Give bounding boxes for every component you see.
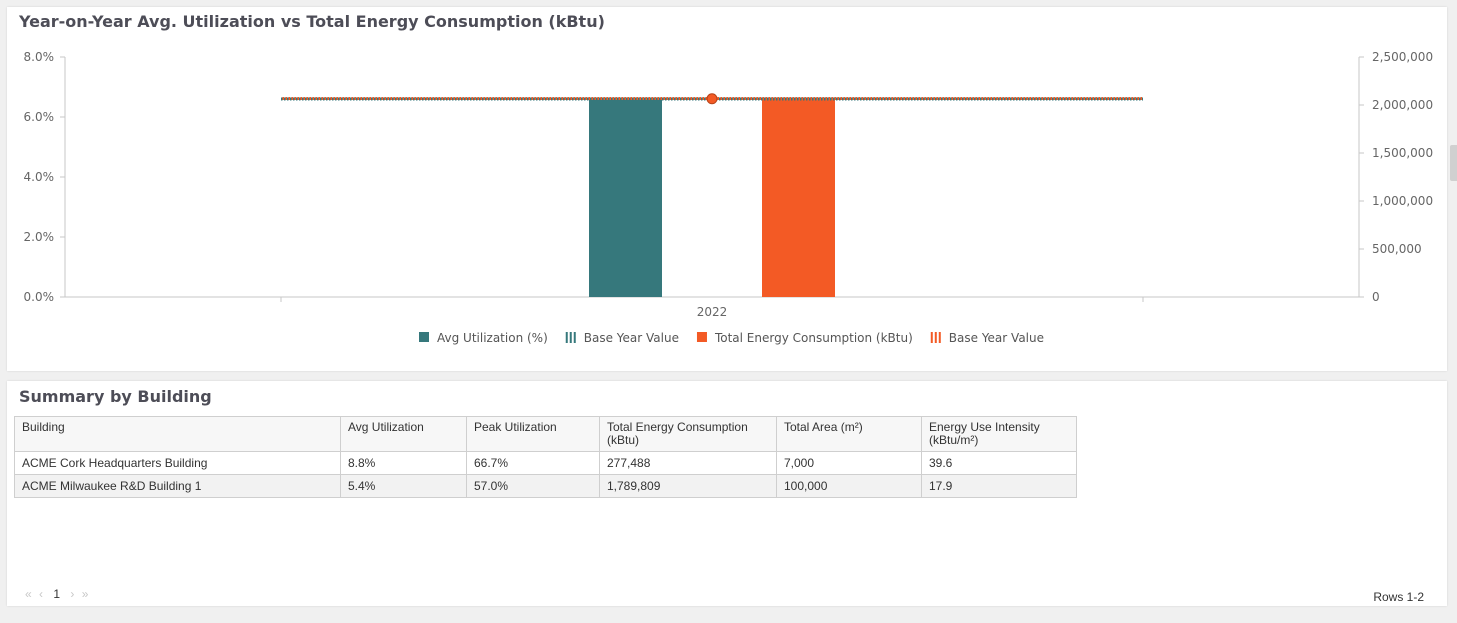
legend-label-0: Avg Utilization (%): [437, 331, 548, 345]
column-header-total-energy[interactable]: Total Energy Consumption (kBtu): [599, 416, 777, 452]
pagination: « ‹ 1 › »: [25, 587, 90, 601]
column-header-energy-use-intensity[interactable]: Energy Use Intensity (kBtu/m²): [921, 416, 1077, 452]
cell-energy-use-intensity: 39.6: [921, 451, 1077, 475]
right-axis-tick-label: 0: [1372, 290, 1380, 304]
legend-label-2: Total Energy Consumption (kBtu): [714, 331, 913, 345]
right-axis-tick-label: 1,000,000: [1372, 194, 1433, 208]
rows-info: Rows 1-2: [1373, 590, 1424, 604]
x-axis-tick-label: 2022: [697, 305, 728, 319]
right-axis-tick-label: 2,500,000: [1372, 50, 1433, 64]
chart-panel: Year-on-Year Avg. Utilization vs Total E…: [7, 7, 1447, 371]
cell-energy-use-intensity: 17.9: [921, 474, 1077, 498]
legend-swatch-2: [696, 332, 707, 342]
table-row[interactable]: ACME Milwaukee R&D Building 1 5.4% 57.0%…: [14, 474, 1077, 498]
column-header-building[interactable]: Building: [14, 416, 341, 452]
legend-label-3: Base Year Value: [949, 331, 1044, 345]
cell-building: ACME Cork Headquarters Building: [14, 451, 341, 475]
legend-swatch-3: [938, 332, 941, 343]
column-header-peak-utilization[interactable]: Peak Utilization: [466, 416, 600, 452]
cell-total-area: 7,000: [776, 451, 922, 475]
legend-swatch-1: [573, 332, 576, 343]
legend-swatch-1: [565, 332, 568, 343]
cell-building: ACME Milwaukee R&D Building 1: [14, 474, 341, 498]
bar-total-energy-2022: [762, 98, 835, 297]
cell-avg-utilization: 5.4%: [340, 474, 467, 498]
cell-peak-utilization: 57.0%: [466, 474, 600, 498]
left-axis-tick-label: 8.0%: [24, 50, 55, 64]
legend-swatch-1: [569, 332, 572, 343]
current-page[interactable]: 1: [53, 587, 63, 601]
summary-table: Building Avg Utilization Peak Utilizatio…: [14, 416, 1077, 498]
left-axis-tick-label: 4.0%: [24, 170, 55, 184]
cell-avg-utilization: 8.8%: [340, 451, 467, 475]
last-page-icon[interactable]: »: [81, 587, 91, 601]
next-page-icon[interactable]: ›: [70, 587, 77, 601]
previous-page-icon[interactable]: ‹: [39, 587, 46, 601]
cell-total-energy: 1,789,809: [599, 474, 777, 498]
legend-swatch-0: [419, 332, 429, 342]
cell-total-area: 100,000: [776, 474, 922, 498]
cell-total-energy: 277,488: [599, 451, 777, 475]
left-axis-tick-label: 2.0%: [24, 230, 55, 244]
utilization-energy-chart: 0.0% 2.0% 4.0% 6.0% 8.0% 0 500,000 1,000,000 1,5…: [24, 50, 1434, 345]
summary-title: Summary by Building: [19, 387, 212, 406]
chart-title: Year-on-Year Avg. Utilization vs Total E…: [19, 12, 605, 31]
column-header-total-area[interactable]: Total Area (m²): [776, 416, 922, 452]
right-axis-tick-label: 500,000: [1372, 242, 1422, 256]
column-header-avg-utilization[interactable]: Avg Utilization: [340, 416, 467, 452]
summary-panel: Summary by Building Building Avg Utiliza…: [7, 381, 1447, 606]
bar-avg-utilization-2022: [589, 99, 662, 297]
side-panel-handle[interactable]: [1450, 145, 1457, 181]
table-row[interactable]: ACME Cork Headquarters Building 8.8% 66.…: [14, 451, 1077, 475]
table-header-row: Building Avg Utilization Peak Utilizatio…: [14, 416, 1077, 452]
right-axis-tick-label: 2,000,000: [1372, 98, 1433, 112]
legend-label-1: Base Year Value: [584, 331, 679, 345]
legend-swatch-3: [930, 332, 933, 343]
left-axis-tick-label: 0.0%: [24, 290, 55, 304]
legend-swatch-3: [934, 332, 937, 343]
first-page-icon[interactable]: «: [25, 587, 34, 601]
left-axis-tick-label: 6.0%: [24, 110, 55, 124]
base-year-marker-2022: [706, 93, 718, 105]
cell-peak-utilization: 66.7%: [466, 451, 600, 475]
right-axis-tick-label: 1,500,000: [1372, 146, 1433, 160]
